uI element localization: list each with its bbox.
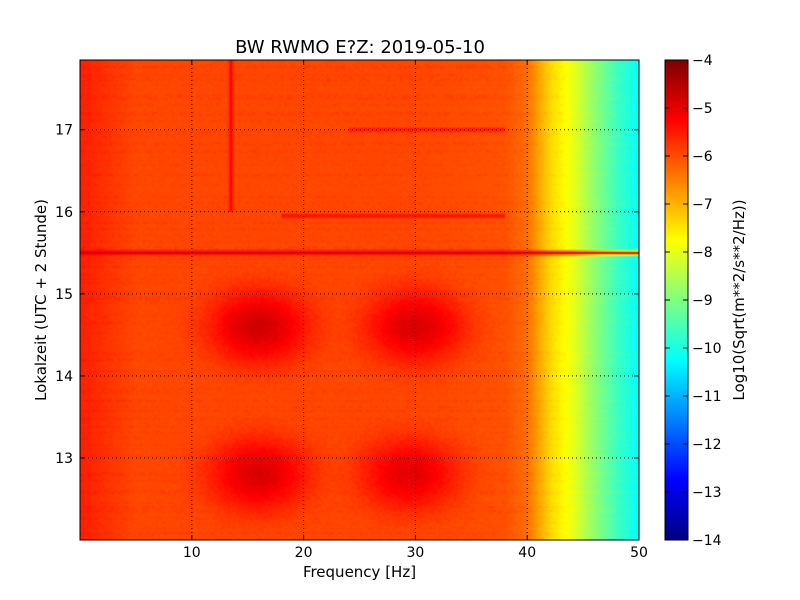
colorbar-tick-label: −5	[692, 101, 713, 117]
y-axis-ticks: 13 14 15 16 17	[55, 123, 639, 467]
y-tick-label: 16	[55, 205, 73, 221]
colorbar-tick-label: −12	[692, 437, 722, 453]
colorbar-tick-label: −13	[692, 485, 722, 501]
spectrogram-heatmap	[80, 60, 639, 540]
colorbar-tick-label: −14	[692, 533, 722, 549]
x-axis-label: Frequency [Hz]	[303, 563, 416, 581]
y-tick-label: 17	[55, 123, 73, 139]
plot-frame	[79, 59, 640, 541]
colorbar-ticks: −4 −5 −6 −7 −8 −9 −10 −11 −12 −13 −14	[665, 53, 722, 549]
y-tick-label: 15	[55, 287, 73, 303]
colorbar-tick-label: −11	[692, 389, 722, 405]
colorbar-tick-label: −6	[692, 149, 713, 165]
chart-title: BW RWMO E?Z: 2019-05-10	[235, 37, 485, 58]
x-tick-label: 50	[630, 545, 648, 561]
colorbar-tick-label: −10	[692, 341, 722, 357]
x-tick-label: 40	[518, 545, 536, 561]
colorbar-label: Log10(Sqrt(m**2/s**2/Hz))	[730, 199, 748, 400]
y-tick-label: 14	[55, 369, 73, 385]
grid-lines	[80, 60, 639, 540]
x-axis-ticks: 10 20 30 40 50	[183, 60, 648, 561]
heatmap-image	[80, 60, 639, 540]
x-tick-label: 10	[183, 545, 201, 561]
y-tick-label: 13	[55, 451, 73, 467]
colorbar-tick-label: −9	[692, 293, 713, 309]
y-axis-label: Lokalzeit (UTC + 2 Stunde)	[32, 199, 50, 401]
x-tick-label: 30	[406, 545, 424, 561]
colorbar-tick-label: −7	[692, 197, 713, 213]
x-tick-label: 20	[295, 545, 313, 561]
colorbar-tick-label: −4	[692, 53, 713, 69]
colorbar-tick-label: −8	[692, 245, 713, 261]
